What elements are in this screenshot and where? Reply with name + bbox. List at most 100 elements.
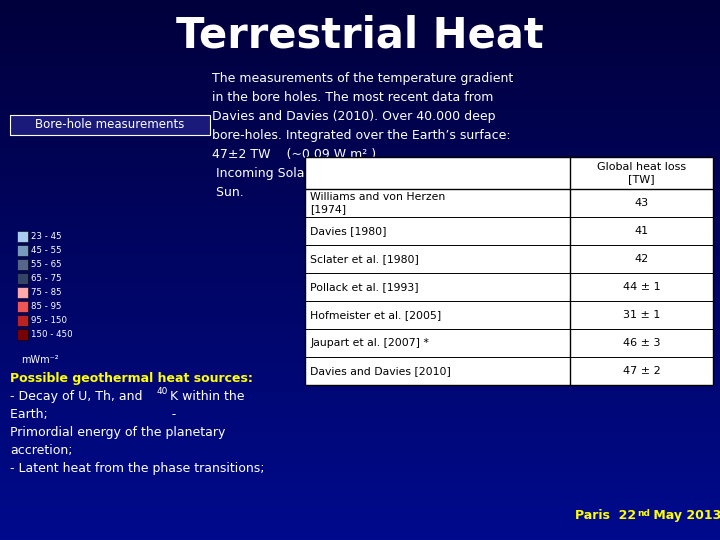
Bar <box>0 179 720 180</box>
Bar <box>0 232 720 233</box>
Bar <box>0 482 720 483</box>
Bar <box>0 105 720 106</box>
Bar <box>0 11 720 12</box>
Bar <box>0 194 720 195</box>
Bar <box>0 351 720 352</box>
Bar <box>0 454 720 455</box>
Text: Sun.: Sun. <box>212 186 244 199</box>
Bar <box>0 139 720 140</box>
Bar <box>0 416 720 417</box>
Bar <box>0 394 720 395</box>
Bar <box>0 40 720 41</box>
Bar <box>0 99 720 100</box>
Bar <box>0 326 720 327</box>
Bar <box>0 336 720 337</box>
Bar <box>0 221 720 222</box>
Bar <box>0 429 720 430</box>
Bar <box>0 444 720 445</box>
Bar <box>0 32 720 33</box>
Bar <box>0 315 720 316</box>
Bar <box>0 493 720 494</box>
Bar <box>0 18 720 19</box>
Bar <box>0 210 720 211</box>
Text: Jaupart et al. [2007] *: Jaupart et al. [2007] * <box>310 338 429 348</box>
Text: 43: 43 <box>634 198 649 208</box>
Bar <box>0 301 720 302</box>
Bar <box>0 164 720 165</box>
Bar <box>0 103 720 104</box>
Bar <box>0 144 720 145</box>
Bar <box>0 286 720 287</box>
Bar <box>0 29 720 30</box>
Bar <box>0 459 720 460</box>
Bar <box>0 363 720 364</box>
Bar <box>0 485 720 486</box>
Bar <box>0 338 720 339</box>
Bar <box>0 181 720 182</box>
Bar <box>0 406 720 407</box>
Bar <box>0 252 720 253</box>
Bar <box>0 376 720 377</box>
Bar <box>0 129 720 130</box>
Bar <box>0 65 720 66</box>
Bar <box>0 466 720 467</box>
Bar <box>0 352 720 353</box>
Text: 23 - 45: 23 - 45 <box>31 232 62 241</box>
Bar <box>0 57 720 58</box>
Bar <box>17 245 28 256</box>
Bar <box>0 516 720 517</box>
Bar <box>0 264 720 265</box>
Bar <box>0 262 720 263</box>
Bar <box>0 396 720 397</box>
Bar <box>0 104 720 105</box>
Bar <box>0 20 720 21</box>
Bar <box>0 339 720 340</box>
Bar <box>0 417 720 418</box>
Bar <box>0 85 720 86</box>
Bar <box>0 52 720 53</box>
Bar <box>0 316 720 317</box>
Bar <box>0 523 720 524</box>
Bar <box>0 528 720 529</box>
Bar <box>0 403 720 404</box>
Bar <box>0 15 720 16</box>
Bar <box>0 512 720 513</box>
Bar <box>0 308 720 309</box>
Bar <box>0 520 720 521</box>
Bar <box>0 225 720 226</box>
Bar <box>0 265 720 266</box>
Bar <box>0 360 720 361</box>
Bar <box>0 321 720 322</box>
Bar <box>0 287 720 288</box>
Bar <box>0 13 720 14</box>
Bar <box>0 465 720 466</box>
Bar <box>0 167 720 168</box>
Bar <box>0 60 720 61</box>
Bar <box>0 245 720 246</box>
Bar <box>0 292 720 293</box>
Bar <box>0 530 720 531</box>
Bar <box>0 333 720 334</box>
Bar <box>0 258 720 259</box>
Bar <box>0 72 720 73</box>
Text: mWm⁻²: mWm⁻² <box>21 355 58 365</box>
Bar <box>0 204 720 205</box>
Bar <box>0 337 720 338</box>
Bar <box>0 102 720 103</box>
Text: Bore-hole measurements: Bore-hole measurements <box>35 118 185 132</box>
Bar <box>0 386 720 387</box>
Bar <box>0 538 720 539</box>
Text: The measurements of the temperature gradient: The measurements of the temperature grad… <box>212 72 513 85</box>
Bar <box>0 442 720 443</box>
Bar <box>0 44 720 45</box>
Bar <box>0 502 720 503</box>
Bar <box>0 422 720 423</box>
Bar <box>0 343 720 344</box>
Bar <box>0 302 720 303</box>
Bar <box>0 48 720 49</box>
Bar <box>0 310 720 311</box>
Bar <box>0 357 720 358</box>
Bar <box>0 457 720 458</box>
Bar <box>0 206 720 207</box>
Bar <box>0 23 720 24</box>
